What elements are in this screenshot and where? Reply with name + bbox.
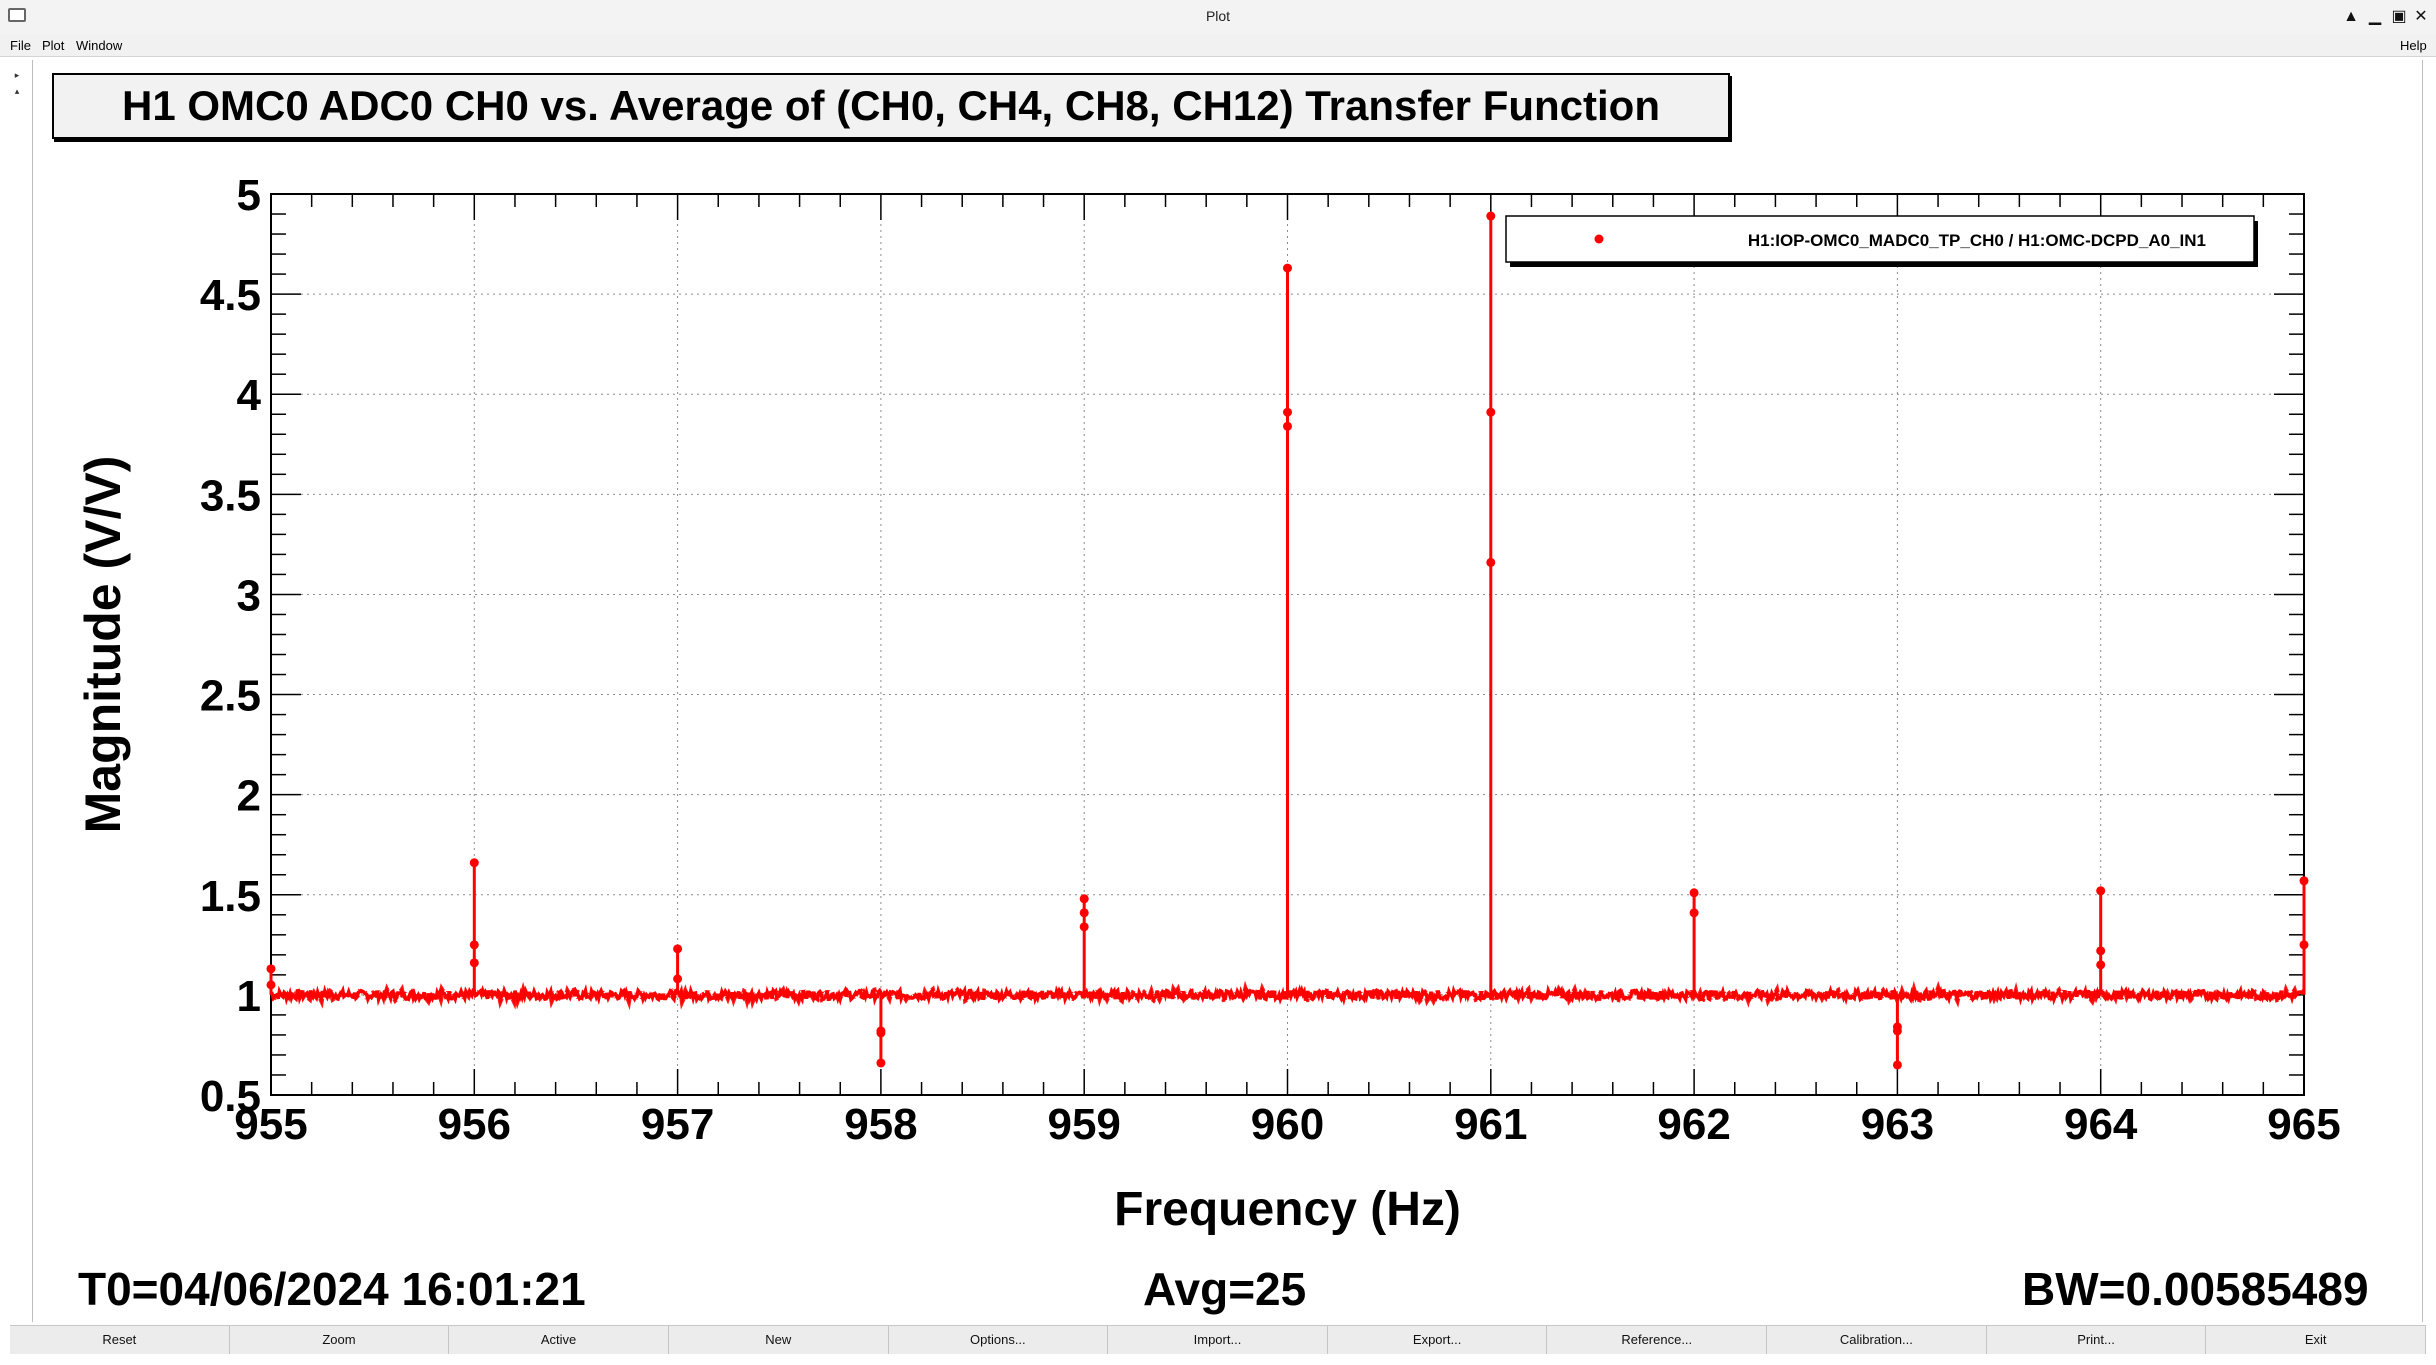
export-button[interactable]: Export... <box>1328 1326 1548 1354</box>
x-tick-label: 963 <box>1861 1100 1934 1149</box>
data-point <box>876 1028 886 1038</box>
new-button[interactable]: New <box>669 1326 889 1354</box>
y-tick-label: 4.5 <box>200 271 261 320</box>
maximize-window-icon[interactable]: ▣ <box>2391 8 2407 25</box>
menu-plot[interactable]: Plot <box>42 38 65 53</box>
bw-label: BW=0.00585489 <box>2022 1263 2369 1315</box>
avg-label: Avg=25 <box>1143 1263 1307 1315</box>
x-axis-title: Frequency (Hz) <box>1114 1183 1461 1236</box>
data-point <box>1283 421 1292 431</box>
data-point <box>1689 908 1699 918</box>
active-button[interactable]: Active <box>449 1326 669 1354</box>
x-tick-label: 961 <box>1454 1100 1527 1149</box>
menu-bar: File Plot Window Help <box>0 34 2436 57</box>
plot-title: H1 OMC0 ADC0 CH0 vs. Average of (CH0, CH… <box>52 73 1730 139</box>
canvas-left-border <box>32 60 33 1322</box>
data-point <box>1283 263 1292 273</box>
scroll-right-icon[interactable]: ▸ <box>14 70 20 80</box>
data-point <box>1486 557 1496 567</box>
data-point <box>1689 888 1699 898</box>
data-point <box>1079 908 1089 918</box>
data-point <box>469 858 479 868</box>
minimize-window-icon[interactable]: ▁ <box>2368 8 2382 25</box>
calibration-button[interactable]: Calibration... <box>1767 1326 1987 1354</box>
y-tick-label: 3.5 <box>200 471 261 520</box>
menu-help[interactable]: Help <box>2400 38 2427 53</box>
menu-file[interactable]: File <box>10 38 31 53</box>
x-tick-label: 955 <box>234 1100 307 1149</box>
data-point <box>2299 876 2309 886</box>
data-point <box>266 980 276 990</box>
data-point <box>469 958 479 968</box>
options-button[interactable]: Options... <box>889 1326 1109 1354</box>
import-button[interactable]: Import... <box>1108 1326 1328 1354</box>
bottom-button-bar: Reset Zoom Active New Options... Import... Exp… <box>10 1325 2426 1354</box>
legend-marker <box>1594 234 1604 244</box>
data-point <box>2096 946 2106 956</box>
y-tick-label: 2 <box>237 772 261 821</box>
data-point <box>469 940 479 950</box>
y-tick-label: 1 <box>237 972 261 1021</box>
data-point <box>2096 960 2106 970</box>
data-point <box>1079 922 1089 932</box>
y-tick-label: 2.5 <box>200 672 261 721</box>
data-point <box>2096 886 2106 896</box>
x-tick-label: 957 <box>641 1100 714 1149</box>
x-tick-label: 964 <box>2064 1100 2138 1149</box>
scroll-up-icon[interactable]: ▴ <box>14 86 20 96</box>
window-title: Plot <box>1205 8 1231 24</box>
data-point <box>1486 211 1496 221</box>
y-tick-label: 3 <box>237 571 261 620</box>
canvas-right-border <box>2422 60 2423 1322</box>
x-tick-label: 958 <box>844 1100 917 1149</box>
print-button[interactable]: Print... <box>1987 1326 2207 1354</box>
y-tick-label: 0.5 <box>200 1072 261 1121</box>
data-point <box>1079 894 1089 904</box>
menu-window[interactable]: Window <box>76 38 123 53</box>
zoom-button[interactable]: Zoom <box>230 1326 450 1354</box>
data-point <box>266 964 276 974</box>
y-tick-label: 4 <box>237 371 262 420</box>
data-point <box>1283 407 1292 417</box>
reference-button[interactable]: Reference... <box>1547 1326 1768 1354</box>
close-window-icon[interactable]: ✕ <box>2414 8 2428 25</box>
window-icon <box>8 8 26 22</box>
data-point <box>1486 407 1496 417</box>
plot-frame <box>270 193 2305 1096</box>
x-tick-label: 959 <box>1047 1100 1120 1149</box>
x-tick-label: 965 <box>2267 1100 2340 1149</box>
legend-label: H1:IOP-OMC0_MADC0_TP_CH0 / H1:OMC-DCPD_A… <box>1748 231 2206 250</box>
y-tick-label: 5 <box>237 171 261 220</box>
data-point <box>673 974 683 984</box>
shade-window-icon[interactable]: ▲ <box>2343 8 2359 25</box>
data-point <box>673 944 683 954</box>
x-tick-label: 962 <box>1657 1100 1730 1149</box>
transfer-function-chart[interactable]: 955 956 957 958 959 960 961 962 963 964 965 0.5 1 1.5… <box>0 0 2436 1260</box>
panel-scroll-buttons: ▸ ▴ <box>10 68 24 100</box>
y-tick-label: 1.5 <box>200 872 261 921</box>
t0-label: T0=04/06/2024 16:01:21 <box>78 1263 586 1315</box>
x-tick-label: 956 <box>438 1100 511 1149</box>
exit-button[interactable]: Exit <box>2206 1326 2426 1354</box>
data-point <box>1892 1060 1902 1070</box>
legend-box <box>1505 215 2255 263</box>
reset-button[interactable]: Reset <box>10 1326 230 1354</box>
y-axis-title: Magnitude (V/V) <box>75 456 131 834</box>
data-point <box>1892 1026 1902 1036</box>
x-tick-label: 960 <box>1251 1100 1324 1149</box>
data-point <box>2299 940 2309 950</box>
data-point <box>876 1058 886 1068</box>
